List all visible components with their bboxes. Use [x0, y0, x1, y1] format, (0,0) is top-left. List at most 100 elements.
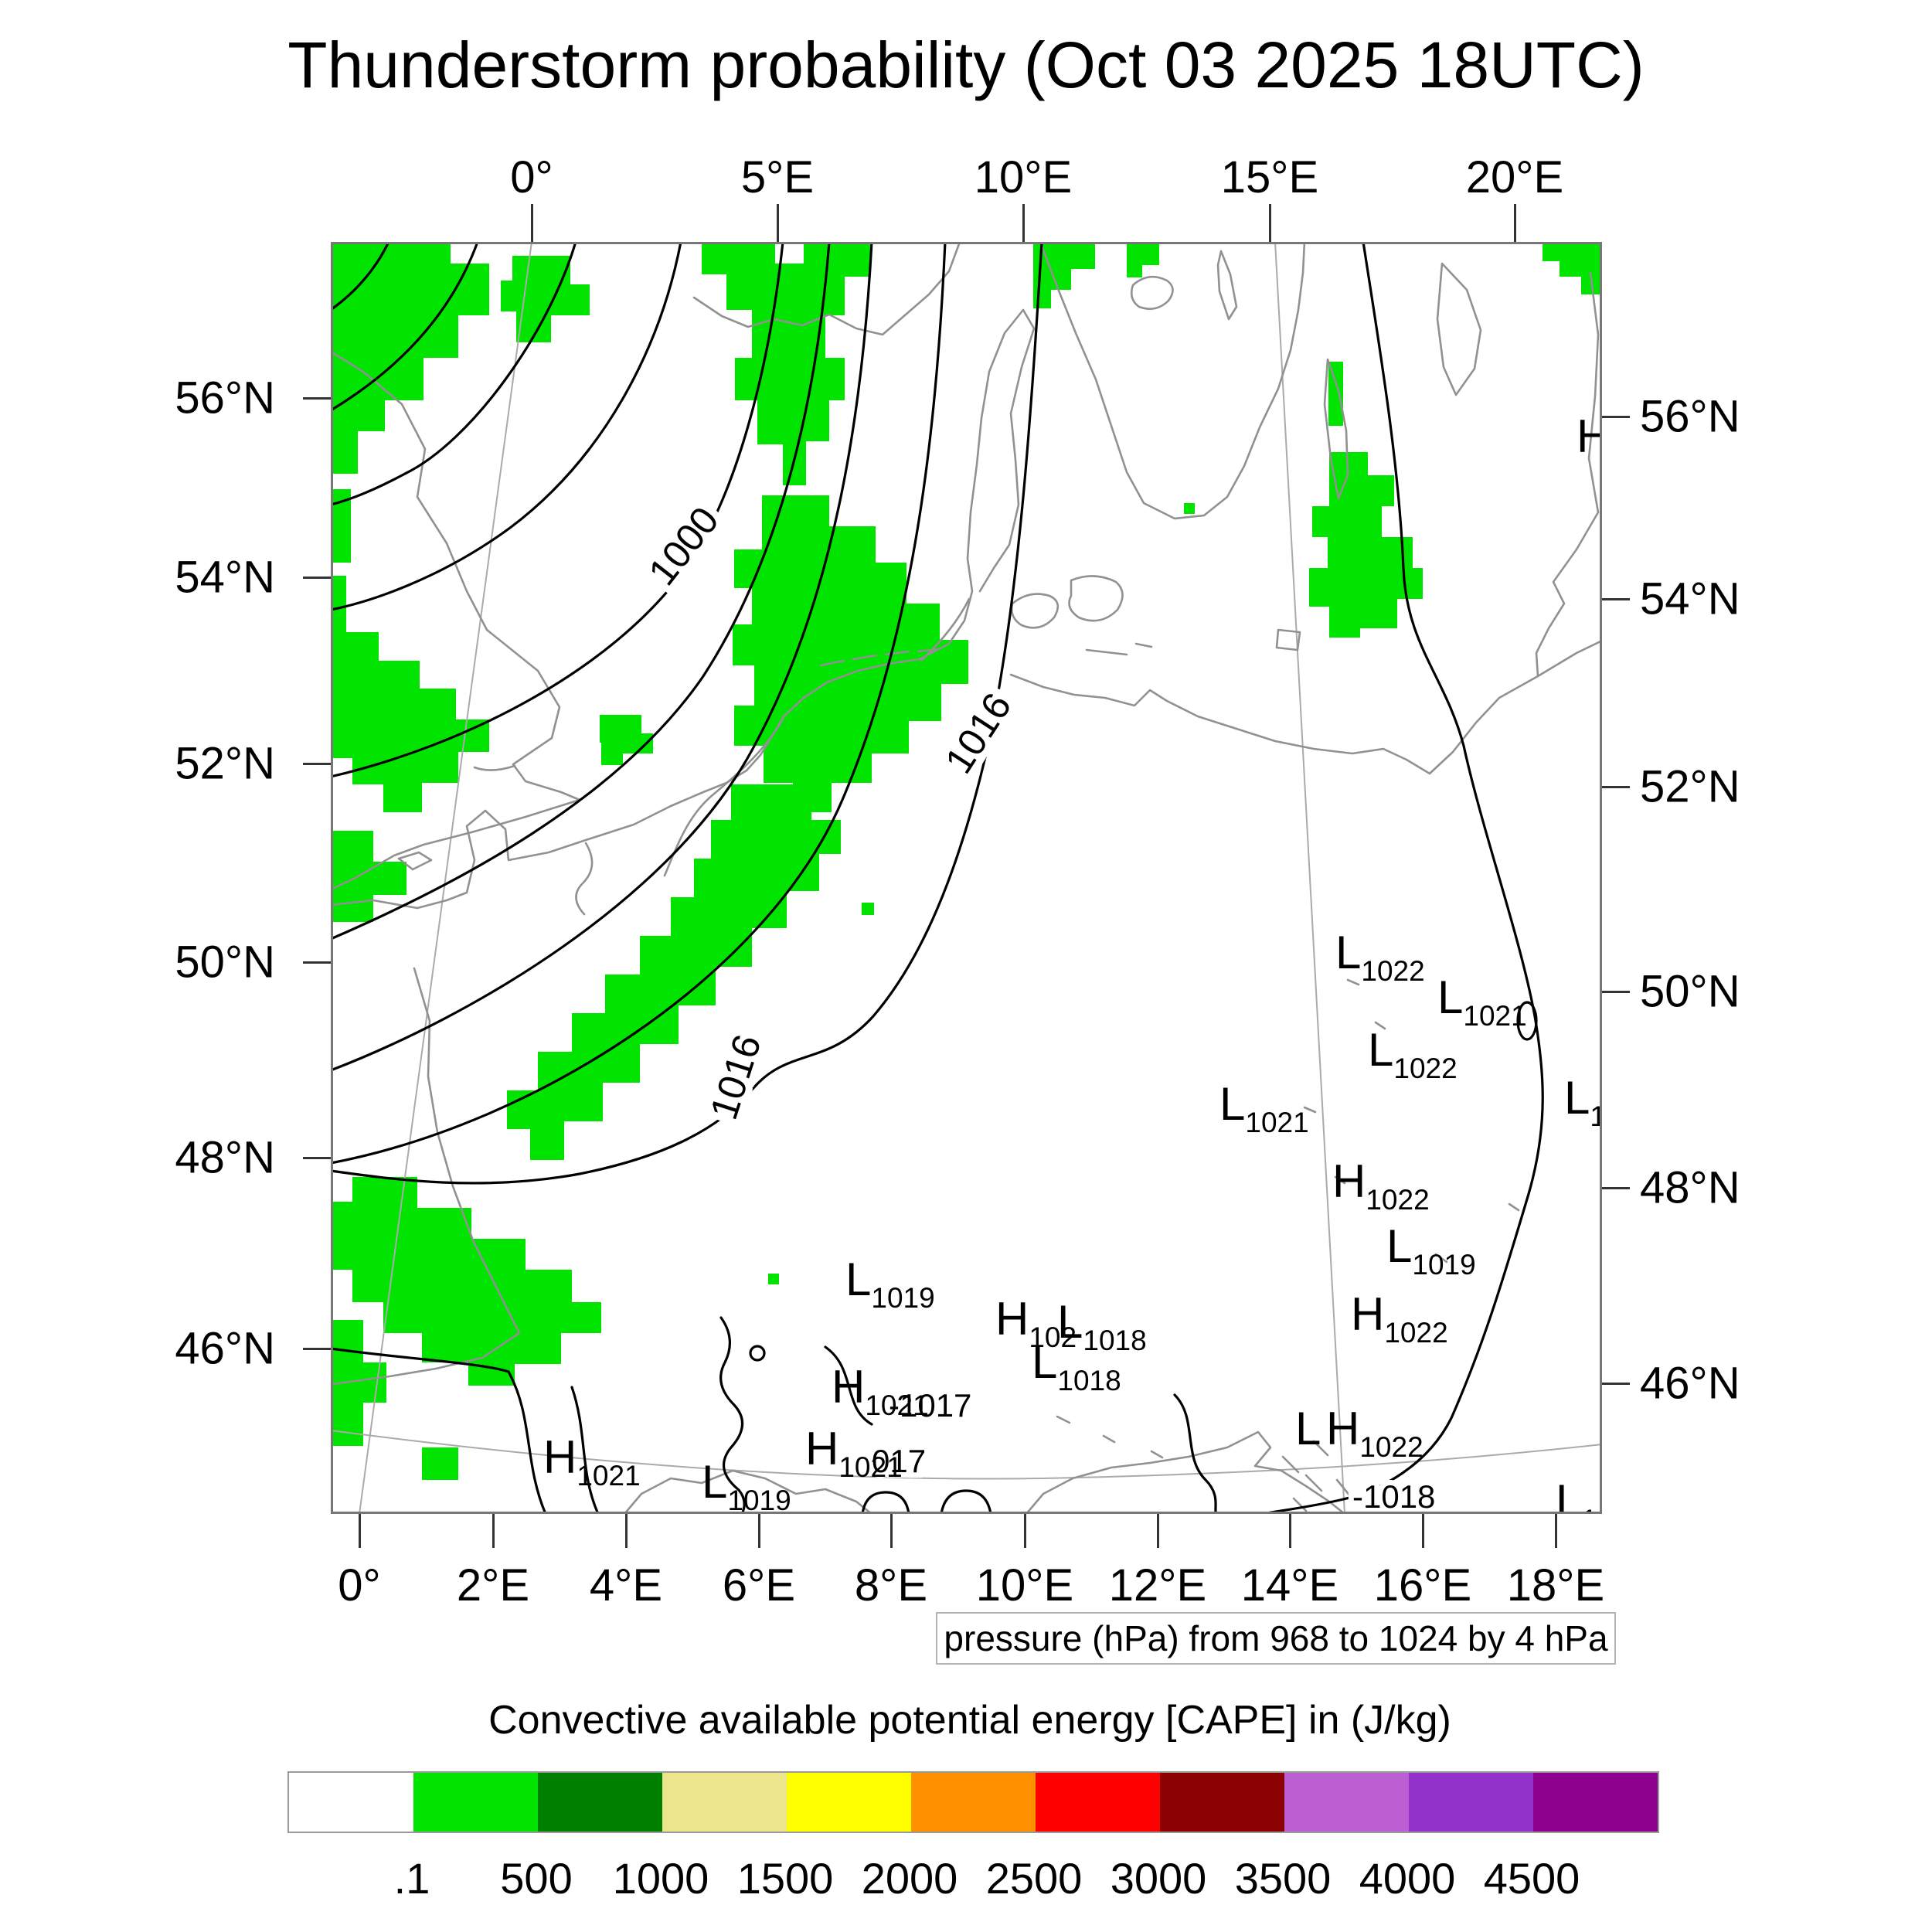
- left-axis-tick: [303, 1157, 331, 1159]
- colorbar-tick-label: 3500: [1234, 1854, 1332, 1903]
- left-axis-tick: [303, 1348, 331, 1350]
- isobar-alps: [570, 1386, 600, 1514]
- isobar: [331, 242, 831, 940]
- meridian-line: [1274, 242, 1345, 1514]
- bottom-axis-tick: [492, 1514, 495, 1548]
- pressure-center-low: L1018: [1057, 1296, 1147, 1356]
- left-axis-tick: [303, 763, 331, 765]
- isobar-contours: [331, 242, 1544, 1514]
- lake-vattern: [1216, 250, 1238, 321]
- right-axis-label: 54°N: [1640, 573, 1740, 624]
- cape-region: [702, 242, 870, 485]
- isobar: [331, 242, 873, 1072]
- river-seine: [575, 842, 594, 916]
- river-rhine: [663, 718, 784, 877]
- colorbar-cell: [911, 1773, 1036, 1832]
- cape-region: [1543, 242, 1602, 294]
- bottom-axis-tick: [890, 1514, 893, 1548]
- coast-mediterranean-west: [623, 1469, 873, 1514]
- pressure-center-high: H1022: [1326, 1403, 1423, 1463]
- isobar: [331, 242, 577, 506]
- colorbar-tick-label: 2500: [985, 1854, 1083, 1903]
- coast-france-north: [331, 804, 672, 910]
- colorbar-cell: [1533, 1773, 1658, 1832]
- pressure-center-low: L101: [1556, 1475, 1602, 1514]
- pressure-center-low: L10: [1564, 1072, 1602, 1132]
- pressure-center-low: L1021: [1219, 1078, 1309, 1138]
- right-axis-tick: [1602, 991, 1630, 993]
- colorbar-cell: [1409, 1773, 1533, 1832]
- isobar-value-label-small: 017: [872, 1443, 926, 1479]
- bottom-axis-label: 2°E: [456, 1560, 530, 1611]
- isobar: [331, 242, 390, 311]
- top-axis-label: 20°E: [1465, 152, 1564, 202]
- pressure-center-high: H1021: [805, 1423, 903, 1483]
- bottom-axis-label: 8°E: [854, 1560, 928, 1611]
- left-axis-tick: [303, 577, 331, 579]
- cape-shaded-regions: [331, 242, 1602, 1480]
- colorbar: [287, 1771, 1659, 1833]
- left-axis-label: 52°N: [175, 738, 275, 789]
- page-title: Thunderstorm probability (Oct 03 2025 18…: [287, 29, 1645, 101]
- right-axis-label: 46°N: [1640, 1358, 1740, 1409]
- top-axis-tick: [531, 204, 533, 242]
- cape-region: [422, 1447, 458, 1480]
- coast-gotland: [1436, 262, 1482, 396]
- cape-region: [733, 495, 968, 812]
- isobar-value-label: 1016: [937, 685, 1020, 781]
- pressure-caption-text: pressure (hPa) from 968 to 1024 by 4 hPa: [944, 1618, 1608, 1658]
- colorbar-tick-label: 3000: [1110, 1854, 1207, 1903]
- top-axis-label: 0°: [510, 152, 553, 202]
- left-axis-label: 54°N: [175, 552, 275, 603]
- colorbar-tick-label: 1000: [612, 1854, 709, 1903]
- coast-frisian-islands: [819, 648, 940, 667]
- isobar-alps: [1173, 1393, 1218, 1514]
- right-axis-tick: [1602, 1383, 1630, 1385]
- bottom-axis-label: 16°E: [1373, 1560, 1472, 1611]
- pressure-center-low: L1019: [702, 1456, 791, 1514]
- pressure-center-low: L: [1295, 1403, 1321, 1454]
- meridian-line: [359, 242, 532, 1514]
- right-axis-tick: [1602, 598, 1630, 600]
- cape-region: [1127, 242, 1159, 277]
- colorbar-tick-label: 1500: [736, 1854, 834, 1903]
- pressure-center-high: H1022: [1351, 1288, 1448, 1349]
- left-axis-tick: [303, 961, 331, 964]
- bottom-axis-label: 4°E: [589, 1560, 663, 1611]
- top-axis-tick: [1269, 204, 1271, 242]
- colorbar-cell: [413, 1773, 538, 1832]
- left-axis-tick: [303, 397, 331, 400]
- cape-region: [1184, 503, 1195, 514]
- cape-region: [768, 1274, 779, 1284]
- cape-region: [507, 784, 841, 1160]
- colorbar-cell: [289, 1773, 413, 1832]
- isobar-value-label: 1016: [702, 1029, 770, 1124]
- coast-small-islands: [1056, 978, 1520, 1459]
- pressure-center-low: L1022: [1368, 1024, 1458, 1084]
- coastlines: [331, 242, 1602, 1514]
- cape-region: [331, 242, 489, 474]
- right-axis-label: 50°N: [1640, 966, 1740, 1017]
- bottom-axis-tick: [1157, 1514, 1159, 1548]
- map-frame: [331, 242, 1602, 1514]
- top-axis-label: 10°E: [974, 152, 1073, 202]
- top-axis-label: 5°E: [740, 152, 815, 202]
- coast-baltic-south: [1009, 639, 1602, 775]
- pressure-center-high: H1021: [832, 1361, 929, 1421]
- isobar: [331, 242, 479, 412]
- right-axis-tick: [1602, 416, 1630, 418]
- coast-bornholm: [1275, 628, 1301, 651]
- right-axis-tick: [1602, 1187, 1630, 1189]
- coast-france-west-spain: [331, 967, 521, 1386]
- isobar-1016: [331, 242, 1043, 1185]
- isobar-alps: [331, 1347, 547, 1514]
- bottom-axis-tick: [1422, 1514, 1424, 1548]
- coast-sweden: [1039, 242, 1306, 520]
- top-axis-label: 15°E: [1220, 152, 1319, 202]
- graticule-lines: [331, 242, 1602, 1514]
- pressure-center-high: H: [1577, 410, 1602, 462]
- colorbar-tick-label: 4500: [1483, 1854, 1580, 1903]
- left-axis-label: 48°N: [175, 1132, 275, 1183]
- colorbar-cell: [1160, 1773, 1284, 1832]
